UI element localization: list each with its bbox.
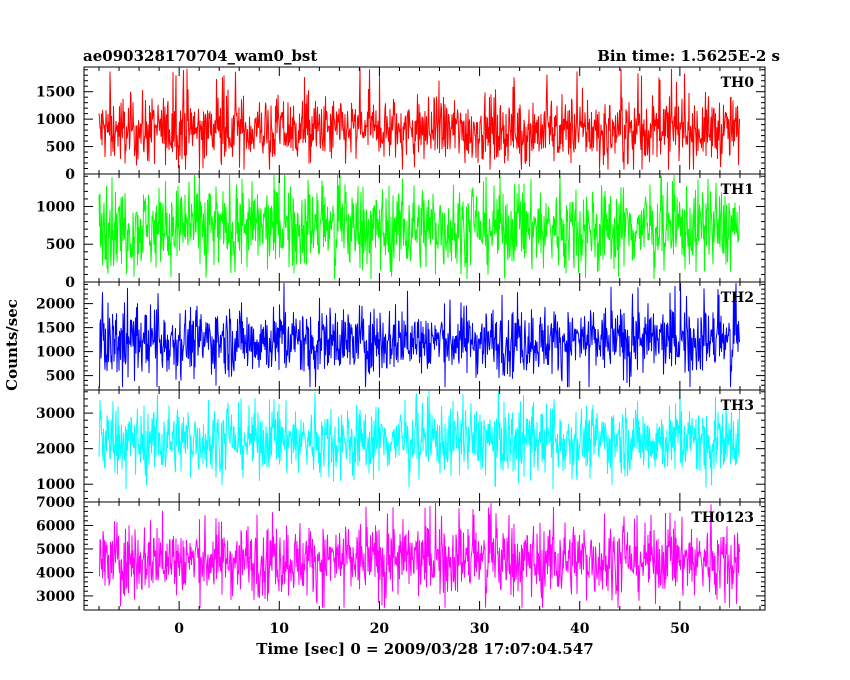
y-tick-label: 6000 [36, 518, 75, 534]
y-tick-label: 3000 [36, 589, 75, 605]
panel-frame [83, 501, 766, 611]
panel-label: TH0123 [691, 510, 754, 526]
panel-label: TH0 [721, 75, 755, 91]
y-tick-label: 4000 [36, 565, 75, 581]
panel-label: TH2 [721, 290, 754, 306]
y-tick-label: 1000 [36, 345, 75, 361]
y-tick-label: 1500 [36, 321, 75, 337]
series-line-th0 [98, 68, 740, 170]
chart-title: ae090328170704_wam0_bst [83, 47, 317, 65]
panels-group: 0 500 1000 1500 TH0 0 500 1000 TH1 500 1000 1500 200… [36, 66, 766, 611]
y-tick-label: 7000 [36, 495, 75, 511]
y-tick-label: 3000 [36, 406, 75, 422]
series-line-th3 [98, 390, 740, 490]
panel-th3: 1000 2000 3000 TH3 [36, 389, 766, 503]
y-tick-label: 2000 [36, 297, 75, 313]
panel-th0: 0 500 1000 1500 TH0 [36, 66, 766, 183]
x-axis-label: Time [sec] 0 = 2009/03/28 17:07:04.547 [256, 640, 593, 658]
panel-label: TH1 [721, 182, 754, 198]
y-tick-label: 5000 [36, 542, 75, 558]
y-tick-label: 1000 [36, 199, 75, 215]
panel-th0123: 3000 4000 5000 6000 7000 TH0123 [36, 495, 766, 611]
y-tick-label: 0 [65, 167, 75, 183]
y-tick-label: 500 [46, 140, 75, 156]
series-line-th0123 [98, 502, 740, 608]
series-line-th2 [99, 282, 740, 388]
x-tick-label: 50 [670, 621, 690, 637]
panel-th1: 0 500 1000 TH1 [36, 173, 766, 291]
x-tick-label: 0 [174, 621, 184, 637]
y-tick-label: 500 [46, 369, 75, 385]
series-line-th1 [98, 174, 740, 280]
y-tick-label: 500 [46, 237, 75, 253]
bin-time-label: Bin time: 1.5625E-2 s [597, 47, 780, 65]
panel-th2: 500 1000 1500 2000 TH2 [36, 281, 766, 391]
y-axis-label: Counts/sec [3, 299, 21, 391]
y-tick-label: 0 [65, 275, 75, 291]
x-axis: 0 10 20 30 40 50 [174, 621, 690, 637]
panel-label: TH3 [721, 398, 754, 414]
y-tick-label: 1500 [36, 85, 75, 101]
x-tick-label: 20 [370, 621, 390, 637]
x-tick-label: 10 [270, 621, 290, 637]
x-tick-label: 40 [570, 621, 590, 637]
x-tick-label: 30 [470, 621, 490, 637]
y-tick-label: 1000 [36, 477, 75, 493]
y-tick-label: 1000 [36, 112, 75, 128]
y-tick-label: 2000 [36, 442, 75, 458]
